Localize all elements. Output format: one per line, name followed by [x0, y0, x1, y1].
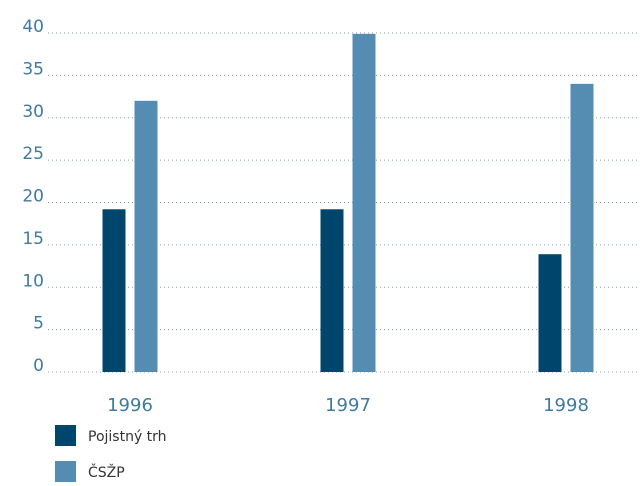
legend-label: ČSŽP [88, 463, 125, 481]
bar [352, 33, 376, 372]
legend-label: Pojistný trh [88, 429, 167, 445]
y-tick-label: 10 [22, 271, 44, 291]
bar [134, 100, 158, 373]
y-tick-label: 5 [33, 314, 44, 334]
x-tick-label: 1998 [543, 395, 589, 416]
bar [102, 209, 126, 372]
y-tick-label: 40 [22, 17, 44, 37]
bar [570, 83, 594, 372]
y-tick-label: 20 [22, 187, 44, 207]
x-tick-label: 1996 [107, 395, 153, 416]
legend-swatch [55, 425, 76, 446]
y-tick-label: 30 [22, 102, 44, 122]
y-tick-label: 15 [22, 229, 44, 249]
bar [320, 209, 344, 372]
y-tick-label: 0 [33, 356, 44, 376]
legend-swatch [55, 461, 76, 482]
y-tick-label: 35 [22, 59, 44, 79]
x-tick-label: 1997 [325, 395, 371, 416]
bar [538, 254, 562, 372]
y-tick-label: 25 [22, 144, 44, 164]
